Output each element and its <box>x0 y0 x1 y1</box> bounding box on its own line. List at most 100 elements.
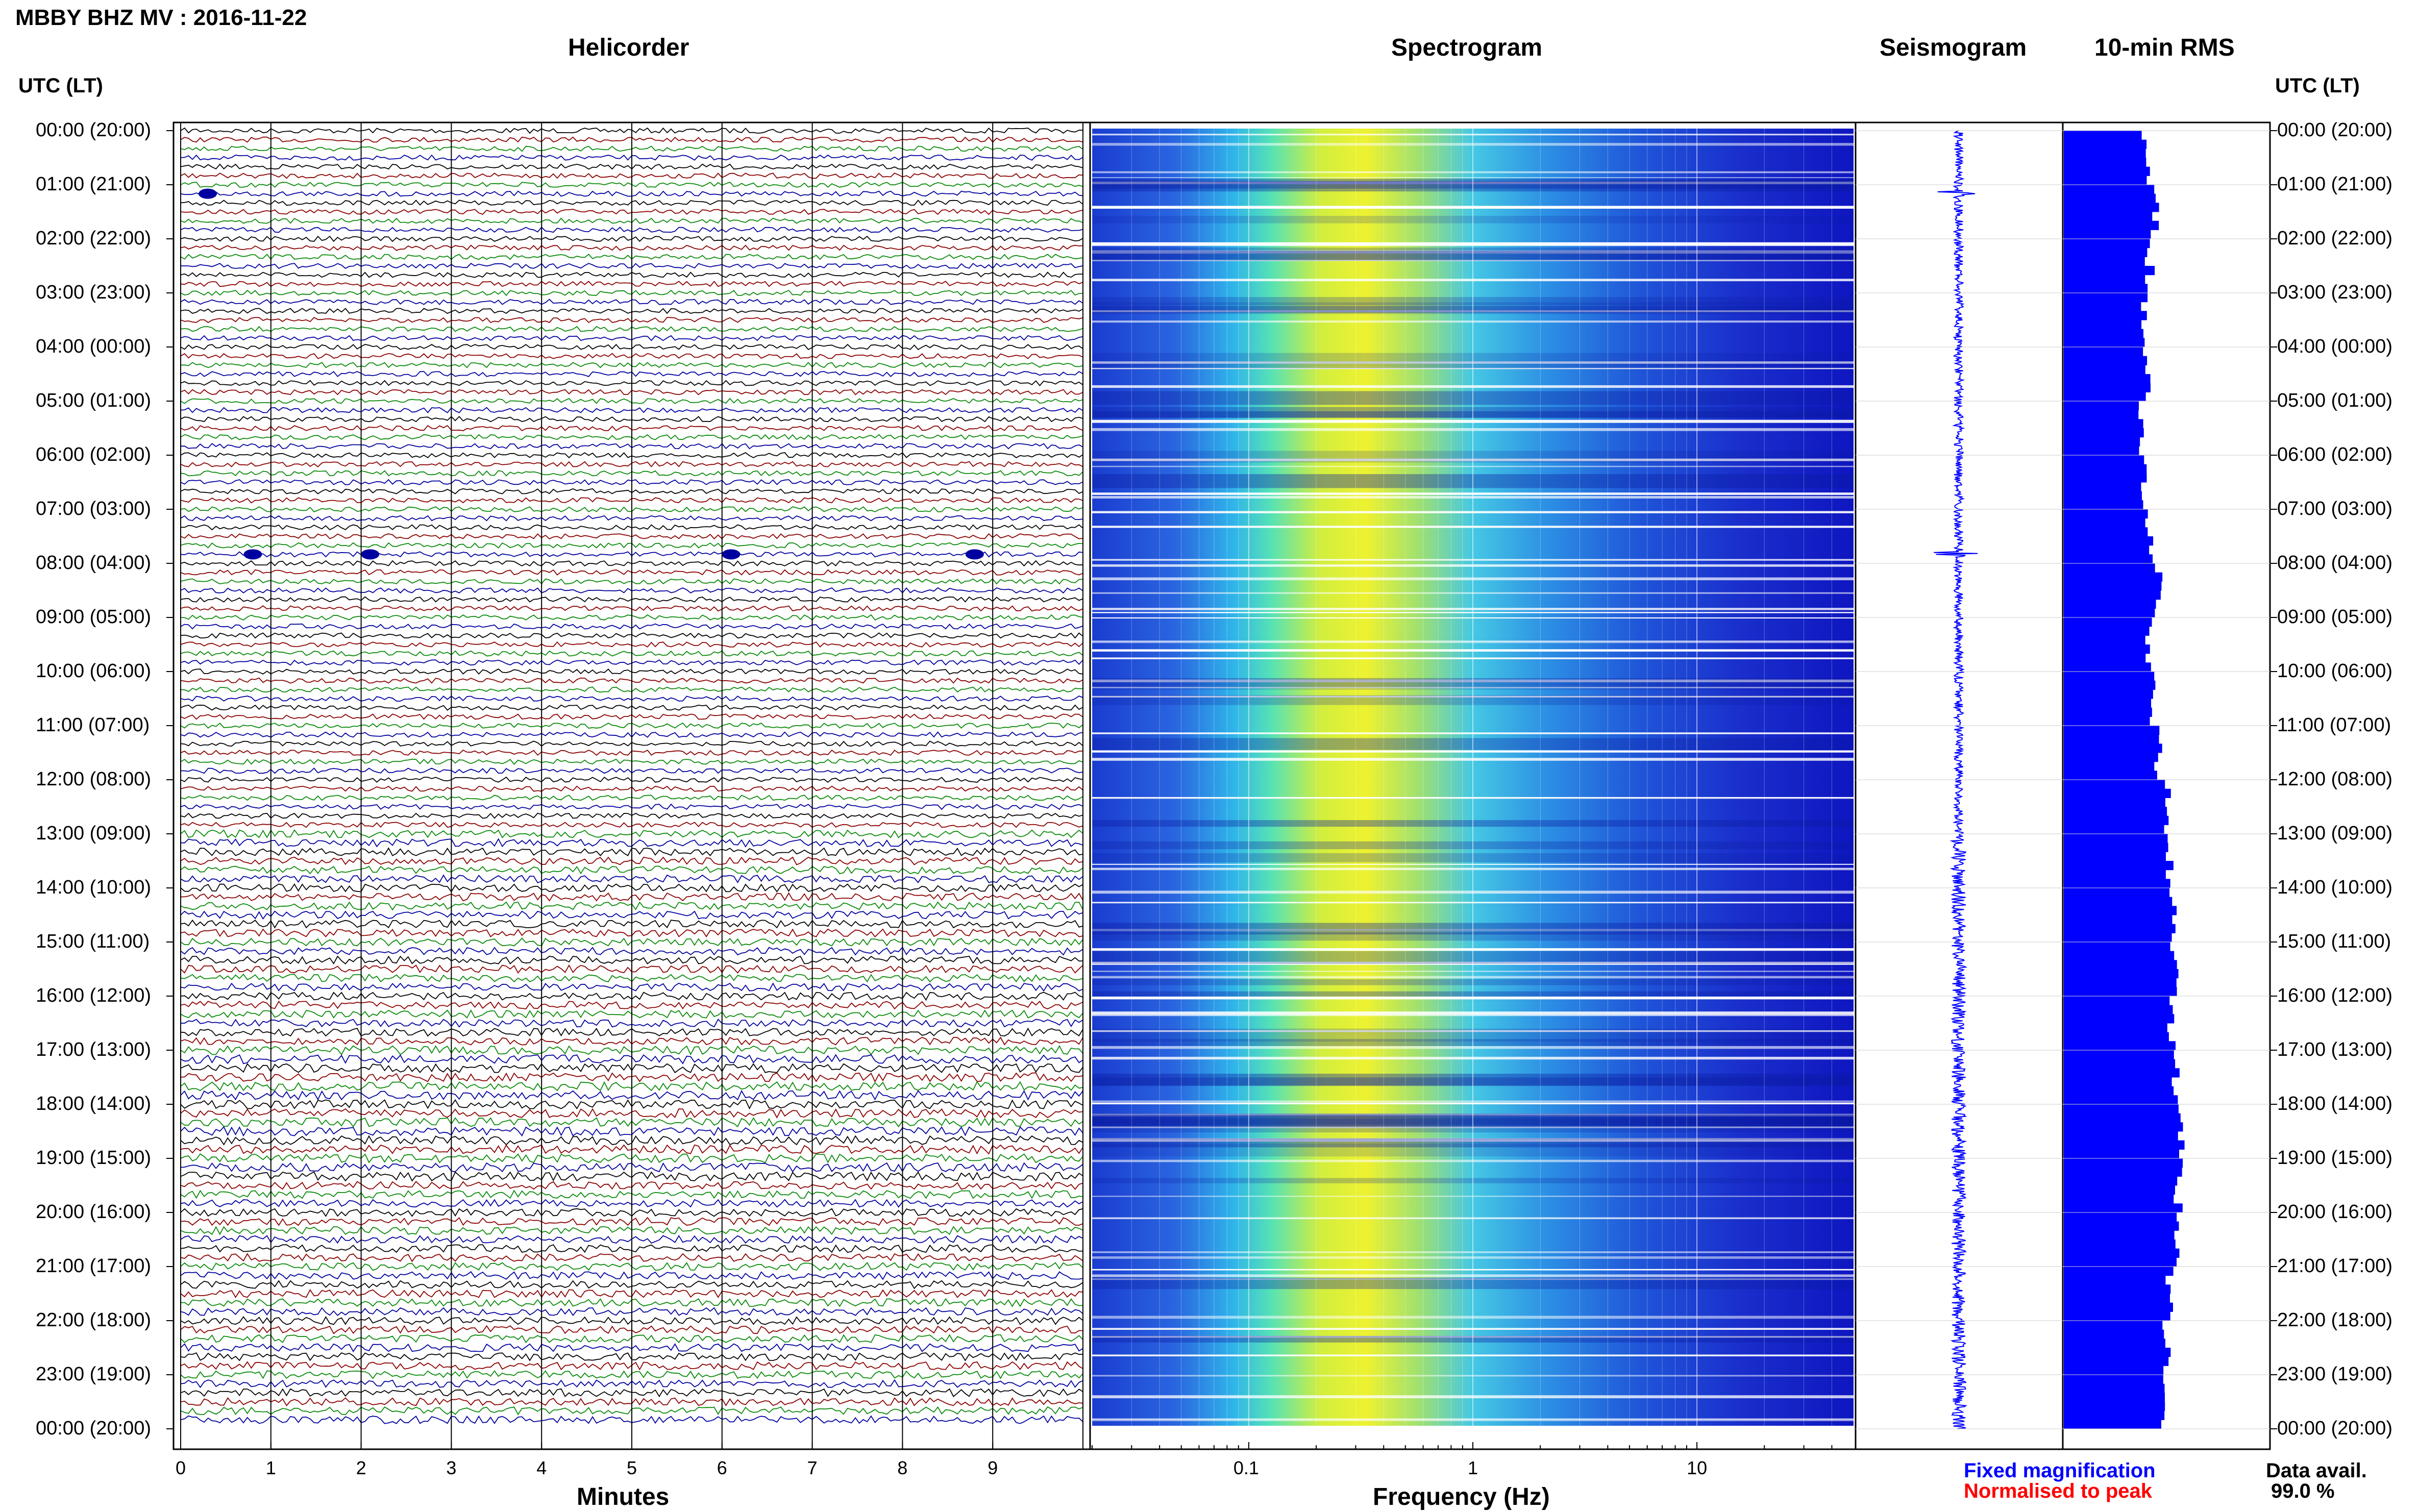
helicorder-title: Helicorder <box>568 34 689 61</box>
rms-bar <box>2064 1086 2174 1096</box>
rms-bar <box>2064 798 2165 807</box>
rms-bar <box>2064 870 2166 879</box>
rms-bar <box>2064 608 2155 618</box>
rms-bar <box>2064 635 2145 645</box>
rms-bar <box>2064 1221 2179 1231</box>
time-label-left: 04:00 (00:00) <box>36 336 152 357</box>
time-label-right: 04:00 (00:00) <box>2277 336 2393 357</box>
rms-bar <box>2064 1375 2163 1384</box>
spectrogram-title: Spectrogram <box>1391 34 1543 61</box>
rms-bar <box>2064 761 2155 771</box>
time-label-right: 02:00 (22:00) <box>2277 228 2393 249</box>
rms-bar <box>2064 969 2179 979</box>
minute-tick-label: 9 <box>988 1457 998 1478</box>
rms-bar <box>2064 257 2145 266</box>
rms-bar <box>2064 1302 2173 1312</box>
rms-bar <box>2064 356 2148 365</box>
rms-bar <box>2064 1167 2182 1177</box>
rms-bar <box>2064 1294 2170 1303</box>
rms-bar <box>2064 284 2148 293</box>
time-label-left: 15:00 (11:00) <box>36 931 150 952</box>
helicorder-event <box>722 549 740 560</box>
rms-bar <box>2064 1212 2177 1222</box>
time-label-left: 09:00 (05:00) <box>36 606 152 628</box>
tz-label-right: UTC (LT) <box>2275 75 2360 97</box>
rms-bar <box>2064 212 2153 221</box>
rms-bar <box>2064 293 2148 303</box>
helicorder-event <box>361 549 380 560</box>
rms-bar <box>2064 1230 2175 1240</box>
minute-tick-label: 1 <box>265 1457 276 1478</box>
rms-bar <box>2064 716 2150 726</box>
rms-bar <box>2064 1059 2176 1069</box>
time-label-left: 07:00 (03:00) <box>36 498 152 519</box>
time-label-right: 23:00 (19:00) <box>2277 1364 2393 1385</box>
time-label-left: 06:00 (02:00) <box>36 444 152 465</box>
time-label-right: 17:00 (13:00) <box>2277 1039 2393 1060</box>
time-label-left: 20:00 (16:00) <box>36 1201 152 1223</box>
rms-bar <box>2064 1383 2165 1393</box>
time-label-right: 05:00 (01:00) <box>2277 390 2393 411</box>
rms-bar <box>2064 446 2139 456</box>
time-label-left: 10:00 (06:00) <box>36 660 152 682</box>
rms-bar <box>2064 1284 2171 1294</box>
time-label-left: 18:00 (14:00) <box>36 1093 152 1114</box>
rms-bar <box>2064 1104 2179 1114</box>
rms-bar <box>2064 788 2171 798</box>
rms-bar <box>2064 1321 2163 1330</box>
x-axis-label-minutes: Minutes <box>577 1483 670 1510</box>
minute-tick-label: 6 <box>717 1457 727 1478</box>
rms-bar <box>2064 753 2158 762</box>
rms-bar <box>2064 707 2152 717</box>
helicorder-event <box>965 549 984 560</box>
seismogram-panel <box>1855 121 2064 1450</box>
rms-bar <box>2064 220 2159 230</box>
axis-ticks <box>166 129 2277 1449</box>
rms-bar <box>2064 1348 2171 1357</box>
rms-bar <box>2064 743 2162 753</box>
frequency-tick-label: 1 <box>1468 1457 1478 1478</box>
rms-bar <box>2064 1068 2180 1078</box>
rms-bar <box>2064 401 2139 411</box>
time-label-right: 09:00 (05:00) <box>2277 606 2393 628</box>
rms-bar <box>2064 1366 2164 1375</box>
rms-bar <box>2064 662 2151 672</box>
minute-tick-label: 3 <box>446 1457 457 1478</box>
rms-bar <box>2064 482 2141 492</box>
time-label-right: 12:00 (08:00) <box>2277 769 2393 790</box>
helicorder-event <box>199 188 217 199</box>
rms-bar <box>2064 410 2139 419</box>
rms-bar <box>2064 428 2144 438</box>
rms-bar <box>2064 392 2146 402</box>
time-label-right: 22:00 (18:00) <box>2277 1309 2393 1331</box>
rms-bar <box>2064 581 2162 591</box>
time-label-right: 01:00 (21:00) <box>2277 173 2393 195</box>
rms-bar <box>2064 1032 2169 1042</box>
rms-bar <box>2064 1023 2167 1033</box>
rms-bar <box>2064 139 2147 149</box>
data-availability-value: 99.0 % <box>2271 1480 2335 1502</box>
rms-bar <box>2064 1248 2180 1258</box>
time-label-right: 03:00 (23:00) <box>2277 282 2393 303</box>
rms-bar <box>2064 166 2150 176</box>
rms-bar <box>2064 590 2161 600</box>
rms-bars <box>2064 131 2185 1429</box>
time-label-right: 06:00 (02:00) <box>2277 444 2393 465</box>
rms-bar <box>2064 500 2143 510</box>
rms-bar <box>2064 915 2173 925</box>
rms-bar <box>2064 374 2151 384</box>
time-label-left: 05:00 (01:00) <box>36 390 152 411</box>
rms-bar <box>2064 509 2148 519</box>
rms-bar <box>2064 473 2147 483</box>
rms-bar <box>2064 203 2159 212</box>
minute-tick-label: 2 <box>356 1457 366 1478</box>
rms-title: 10-min RMS <box>2094 34 2235 61</box>
helicorder-gridlines <box>180 122 1083 1449</box>
rms-bar <box>2064 491 2142 501</box>
rms-bar <box>2064 599 2156 609</box>
rms-bar <box>2064 726 2160 735</box>
rms-bar <box>2064 1203 2183 1213</box>
figure-title: MBBY BHZ MV : 2016-11-22 <box>15 5 307 30</box>
rms-bar <box>2064 978 2177 987</box>
